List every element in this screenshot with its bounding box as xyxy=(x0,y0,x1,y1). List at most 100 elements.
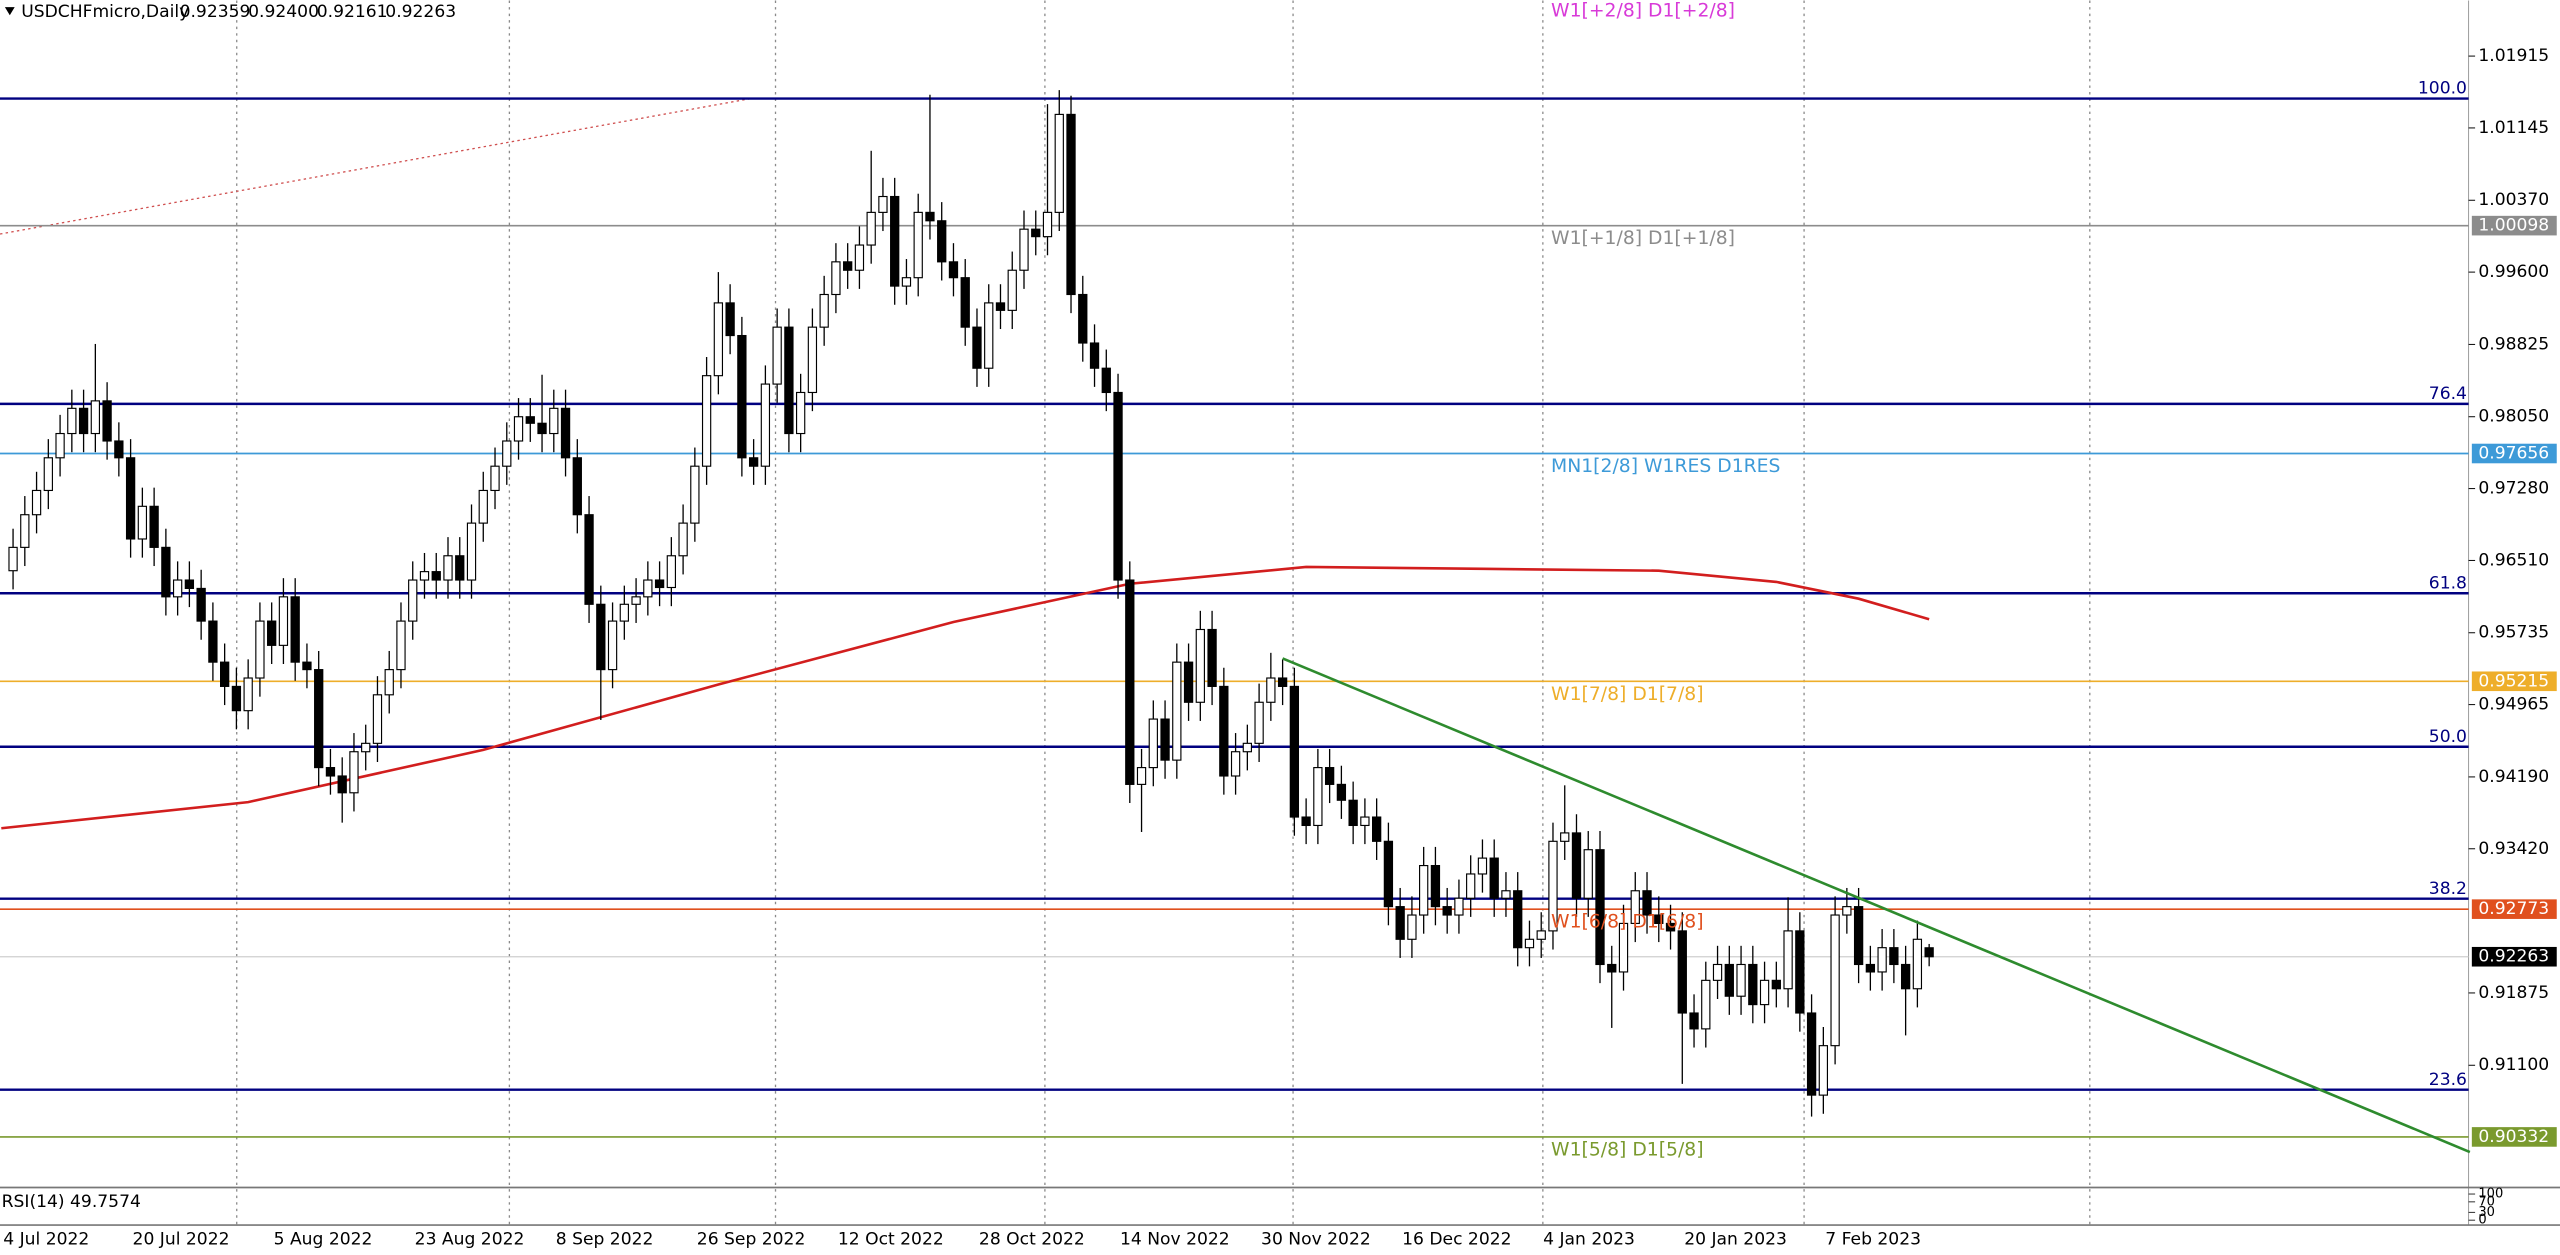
candle-body xyxy=(572,457,582,516)
candle-body xyxy=(690,465,700,524)
ohlc-label: 0.92359 xyxy=(180,2,251,22)
y-tick-label: 0.91100 xyxy=(2478,1055,2549,1075)
candle-body xyxy=(701,375,712,467)
candle-body xyxy=(172,579,183,598)
candle-body xyxy=(1313,767,1323,827)
candle-body xyxy=(607,620,618,671)
candle-body xyxy=(196,587,206,622)
candle-body xyxy=(161,546,171,598)
x-tick-label: 16 Dec 2022 xyxy=(1402,1230,1511,1250)
fib-label: 100.0 xyxy=(2418,79,2467,99)
candle-body xyxy=(396,620,406,671)
candle-body xyxy=(1172,661,1182,761)
x-tick-label: 14 Nov 2022 xyxy=(1120,1230,1230,1250)
murrey-label: W1[7/8] D1[7/8] xyxy=(1551,684,1704,705)
candle-body xyxy=(831,261,841,296)
candle-body xyxy=(1630,890,1640,924)
candle-body xyxy=(901,277,912,287)
fib-label: 38.2 xyxy=(2429,879,2467,899)
candle-body xyxy=(466,522,477,581)
moving-average xyxy=(1,565,1930,830)
candle-body xyxy=(1007,269,1017,311)
candle-body xyxy=(549,407,559,435)
candle-body xyxy=(1548,840,1558,932)
candle-body xyxy=(878,195,888,213)
candle-body xyxy=(1195,628,1205,703)
y-tick-label: 0.98050 xyxy=(2478,407,2549,427)
price-tag xyxy=(2471,671,2557,692)
candle-body xyxy=(149,505,159,548)
candle-body xyxy=(443,555,453,581)
candle-body xyxy=(537,422,547,435)
dropdown-arrow xyxy=(4,7,15,16)
candle-body xyxy=(1383,840,1394,908)
candle-body xyxy=(1618,922,1629,973)
candle-body xyxy=(325,767,336,777)
candle-body xyxy=(255,620,265,679)
candle-body xyxy=(1583,849,1593,899)
dotted-trendline xyxy=(0,97,752,235)
candle-body xyxy=(1677,930,1687,1014)
candle-body xyxy=(1513,890,1523,949)
candle-body xyxy=(1207,628,1217,687)
x-tick-label: 7 Feb 2023 xyxy=(1825,1230,1921,1250)
candle-body xyxy=(1818,1045,1829,1096)
rsi-tick-label: 100 xyxy=(2478,1187,2503,1202)
price-tag xyxy=(2471,946,2557,967)
candle-body xyxy=(1724,963,1734,997)
candle-body xyxy=(1771,979,1781,990)
candle-body xyxy=(1571,832,1582,899)
candle-body xyxy=(1924,947,1934,958)
candle-body xyxy=(1360,816,1370,827)
y-tick-label: 0.93420 xyxy=(2478,839,2549,859)
candle-body xyxy=(596,603,606,671)
y-tick-label: 0.97280 xyxy=(2478,479,2549,499)
candle-body xyxy=(1101,367,1111,394)
candle-body xyxy=(1806,1012,1817,1096)
candle-body xyxy=(737,334,747,459)
candle-body xyxy=(619,603,629,622)
candle-body xyxy=(1842,906,1852,916)
candle-body xyxy=(666,555,677,589)
candle-body xyxy=(1113,391,1123,581)
candle-body xyxy=(1242,742,1252,753)
price-tag-label: 0.97656 xyxy=(2478,444,2549,464)
candle-body xyxy=(1266,677,1276,703)
candle-body xyxy=(1395,906,1405,940)
candle-body xyxy=(102,400,112,442)
candle-body xyxy=(1466,873,1476,899)
candle-body xyxy=(1042,211,1053,238)
candle-body xyxy=(278,596,289,646)
candle-body xyxy=(1336,783,1347,801)
price-tag-label: 0.92263 xyxy=(2478,947,2549,967)
price-tag xyxy=(2471,443,2557,464)
candle-body xyxy=(1230,751,1241,777)
candle-body xyxy=(1536,930,1546,940)
candle-body xyxy=(1501,890,1511,899)
candle-body xyxy=(349,751,359,794)
candle-body xyxy=(43,457,53,492)
y-tick-label: 0.94965 xyxy=(2478,695,2549,715)
y-tick-label: 1.00370 xyxy=(2478,190,2549,210)
candle-body xyxy=(290,596,300,663)
candle-body xyxy=(960,277,970,328)
candle-body xyxy=(314,669,324,769)
rsi-tick-label: 70 xyxy=(2478,1194,2495,1209)
candle-body xyxy=(948,261,959,279)
candle-body xyxy=(725,302,735,337)
candle-body xyxy=(1066,113,1076,296)
candle-body xyxy=(1607,963,1617,973)
candle-body xyxy=(1865,963,1876,973)
candle-body xyxy=(890,195,900,287)
y-tick-label: 0.98825 xyxy=(2478,334,2549,354)
x-tick-label: 20 Jan 2023 xyxy=(1684,1230,1787,1250)
murrey-label: W1[+2/8] D1[+2/8] xyxy=(1551,0,1735,21)
candle-body xyxy=(1748,963,1758,1006)
candle-body xyxy=(67,407,77,435)
fib-label: 23.6 xyxy=(2429,1070,2467,1090)
rsi-tick-label: 0 xyxy=(2478,1213,2486,1228)
candle-body xyxy=(114,440,124,459)
